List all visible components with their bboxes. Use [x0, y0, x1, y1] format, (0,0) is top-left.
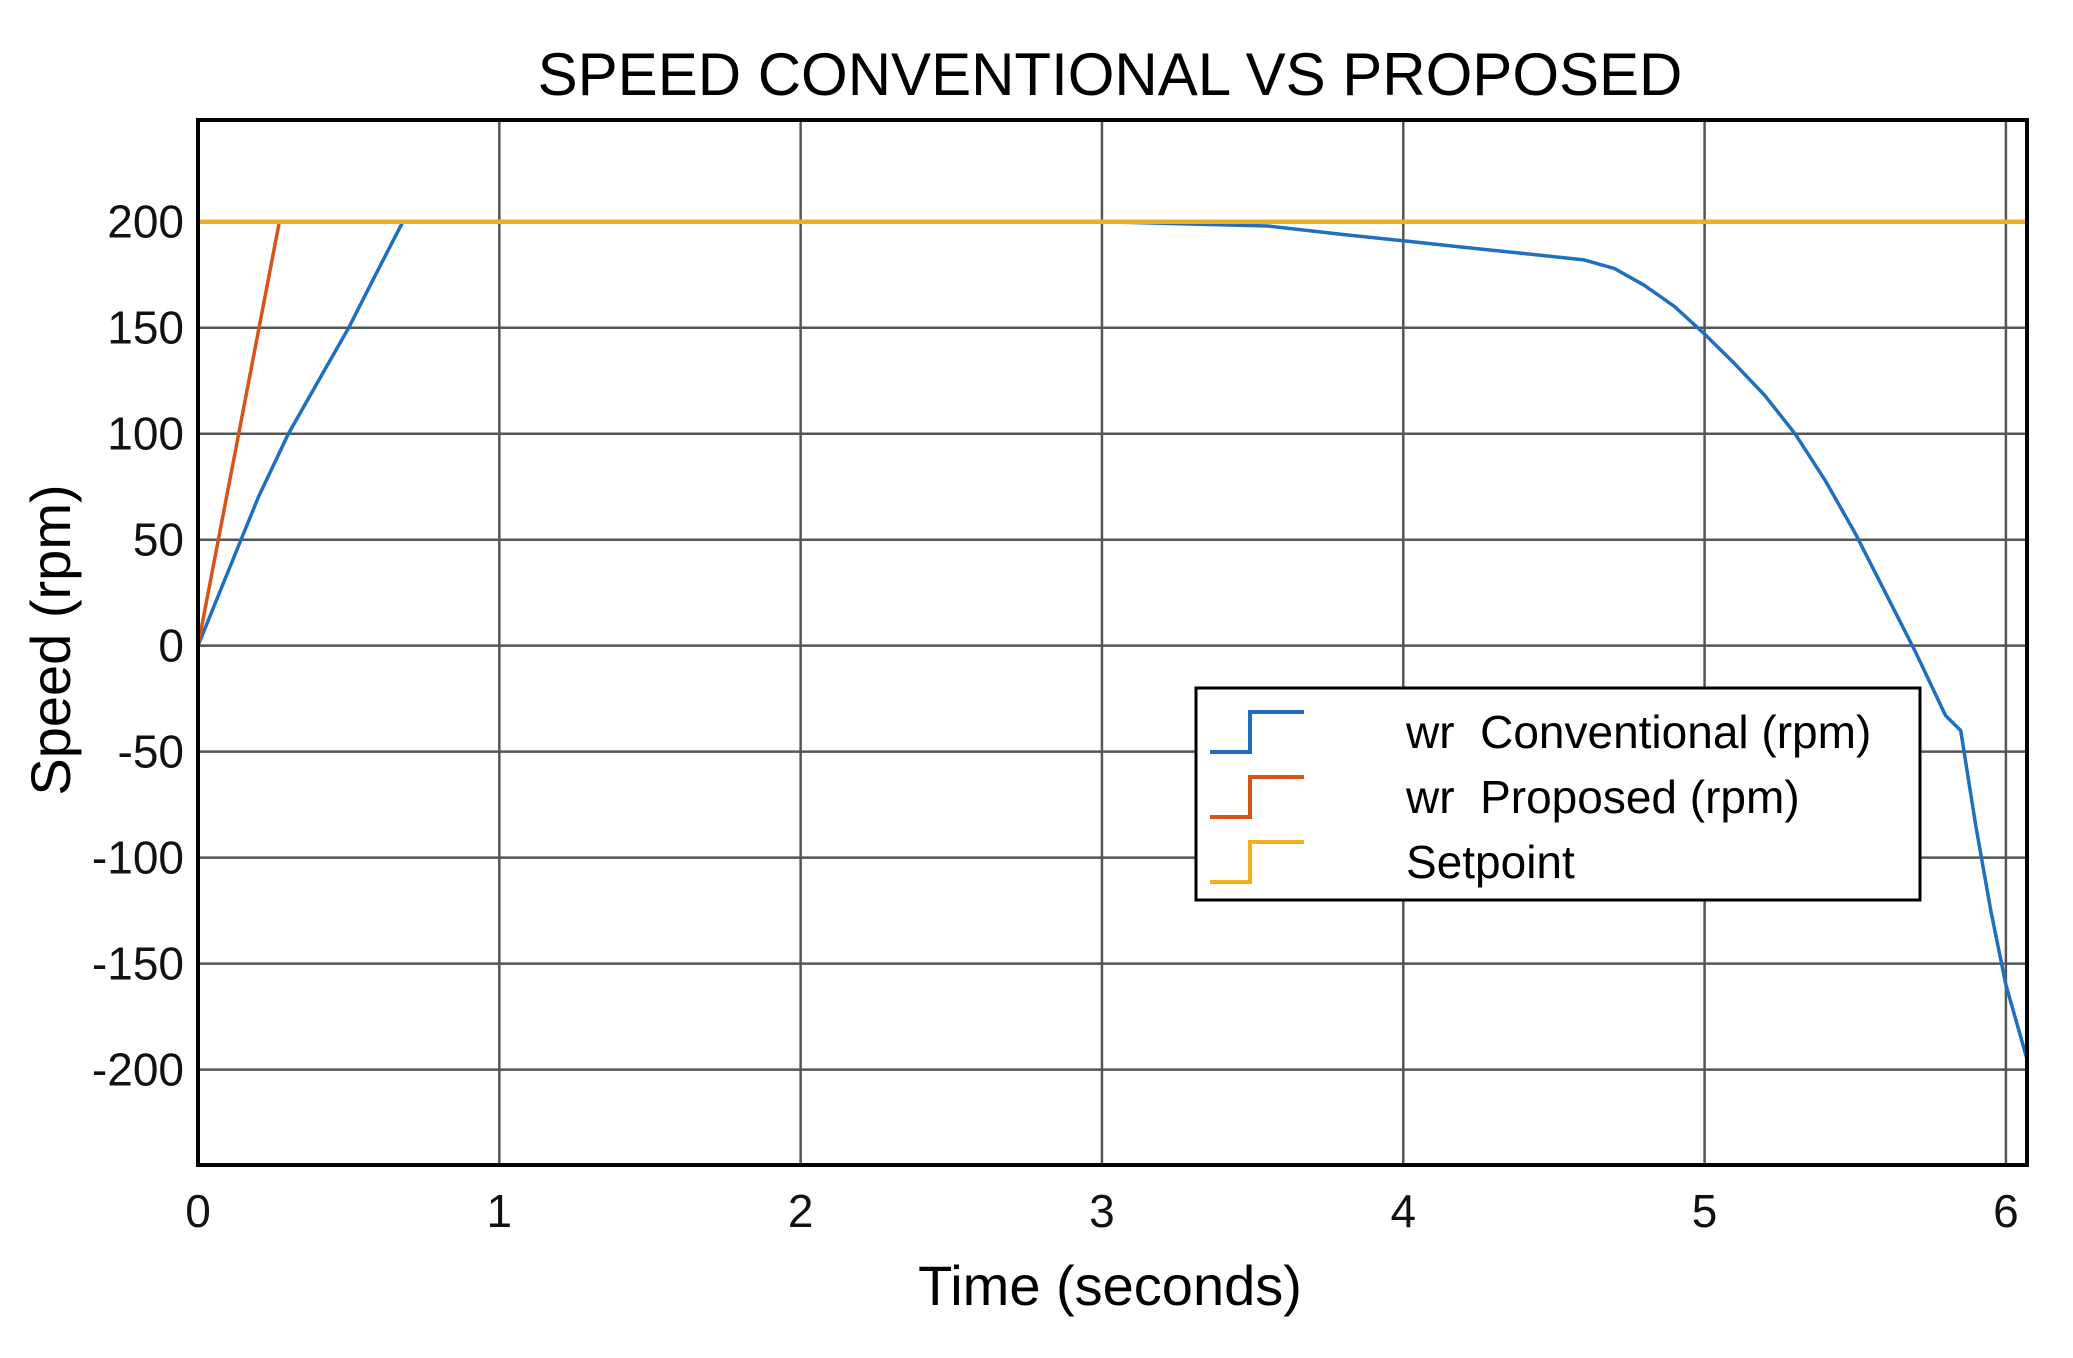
legend-label: wr Conventional (rpm)	[1405, 706, 1871, 758]
x-tick-label: 6	[1993, 1185, 2019, 1237]
y-tick-label: 50	[133, 514, 184, 566]
plot-area-frame	[196, 118, 2029, 1167]
x-tick-label: 2	[788, 1185, 814, 1237]
chart-title: SPEED CONVENTIONAL VS PROPOSED	[538, 41, 1683, 108]
y-tick-label: 150	[107, 302, 184, 354]
tick-labels: 0 1 2 3 4 5 6 200 150 100 50 0 -50 -100 -150 -200	[92, 196, 2019, 1237]
series-line-conventional	[196, 219, 2029, 1060]
x-axis-label: Time (seconds)	[918, 1254, 1302, 1317]
x-tick-label: 3	[1089, 1185, 1115, 1237]
x-tick-label: 4	[1390, 1185, 1416, 1237]
y-tick-label: 0	[158, 620, 184, 672]
legend-swatch	[1210, 840, 1304, 884]
x-tick-label: 1	[487, 1185, 513, 1237]
plot-lines	[196, 219, 2029, 1060]
legend: wr Conventional (rpm) wr Proposed (rpm) Se…	[1194, 686, 1922, 902]
legend-box	[1194, 686, 1922, 902]
x-tick-label: 5	[1692, 1185, 1718, 1237]
legend-label: Setpoint	[1406, 836, 1575, 888]
y-tick-label: -50	[118, 726, 184, 778]
y-tick-label: 100	[107, 408, 184, 460]
y-tick-label: -100	[92, 832, 184, 884]
legend-label: wr Proposed (rpm)	[1405, 771, 1800, 823]
legend-swatch	[1210, 775, 1304, 819]
x-tick-label: 0	[185, 1185, 211, 1237]
y-tick-label: -150	[92, 938, 184, 990]
y-tick-label: -200	[92, 1044, 184, 1096]
y-axis-label: Speed (rpm)	[19, 484, 82, 795]
legend-swatch	[1210, 710, 1304, 754]
y-tick-label: 200	[107, 196, 184, 248]
